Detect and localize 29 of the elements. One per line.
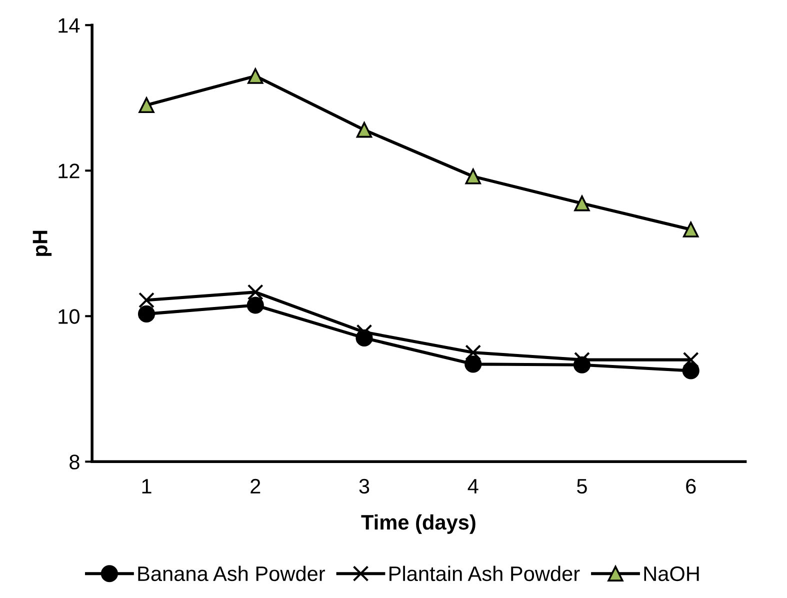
- point: [683, 222, 699, 238]
- point: [464, 356, 482, 373]
- point: [247, 284, 264, 300]
- point: [682, 362, 700, 380]
- legend-label: Banana Ash Powder: [138, 566, 325, 582]
- x-tick-label: 1: [142, 479, 152, 494]
- x-tick-label: 4: [468, 479, 478, 494]
- y-tick-label: 8: [70, 454, 80, 470]
- point: [465, 344, 482, 361]
- point: [246, 296, 264, 314]
- x-tick-label: 2: [250, 478, 260, 494]
- x-tick-label: 3: [359, 478, 370, 494]
- point: [138, 97, 154, 113]
- y-tick-label: 10: [58, 309, 80, 324]
- x-axis-title: Time (days): [361, 514, 476, 534]
- y-tick-label: 14: [58, 18, 80, 33]
- point: [356, 122, 372, 138]
- x-tick-label: 6: [686, 478, 696, 494]
- point: [465, 168, 481, 184]
- point: [248, 68, 264, 84]
- y-axis-title: pH: [32, 230, 52, 256]
- x-tick-label: 5: [577, 479, 587, 494]
- point: [138, 305, 156, 323]
- point: [574, 196, 590, 212]
- legend-label: Plantain Ash Powder: [390, 566, 580, 582]
- y-tick-label: 12: [58, 164, 80, 178]
- point: [682, 352, 699, 368]
- legend-label: NaOH: [644, 566, 699, 582]
- point: [138, 292, 154, 308]
